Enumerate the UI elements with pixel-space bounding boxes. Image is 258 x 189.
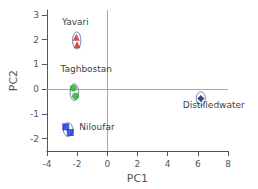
- svg-text:6: 6: [195, 159, 201, 169]
- svg-text:Yavari: Yavari: [61, 17, 89, 27]
- svg-text:0: 0: [104, 159, 110, 169]
- svg-text:0: 0: [33, 84, 39, 94]
- svg-text:Niloufar: Niloufar: [79, 122, 115, 132]
- svg-text:1: 1: [33, 59, 39, 69]
- svg-text:2: 2: [33, 35, 39, 45]
- svg-text:8: 8: [225, 159, 231, 169]
- svg-text:Taghbostan: Taghbostan: [59, 64, 112, 74]
- svg-text:-2: -2: [73, 159, 82, 169]
- svg-text:3: 3: [33, 10, 39, 20]
- svg-text:4: 4: [165, 159, 171, 169]
- svg-text:-2: -2: [30, 134, 39, 144]
- svg-text:Distilledwater: Distilledwater: [183, 100, 245, 110]
- svg-text:2: 2: [135, 159, 141, 169]
- svg-text:PC2: PC2: [7, 70, 20, 91]
- svg-text:-4: -4: [42, 159, 51, 169]
- svg-text:-1: -1: [30, 109, 39, 119]
- svg-text:PC1: PC1: [127, 172, 148, 185]
